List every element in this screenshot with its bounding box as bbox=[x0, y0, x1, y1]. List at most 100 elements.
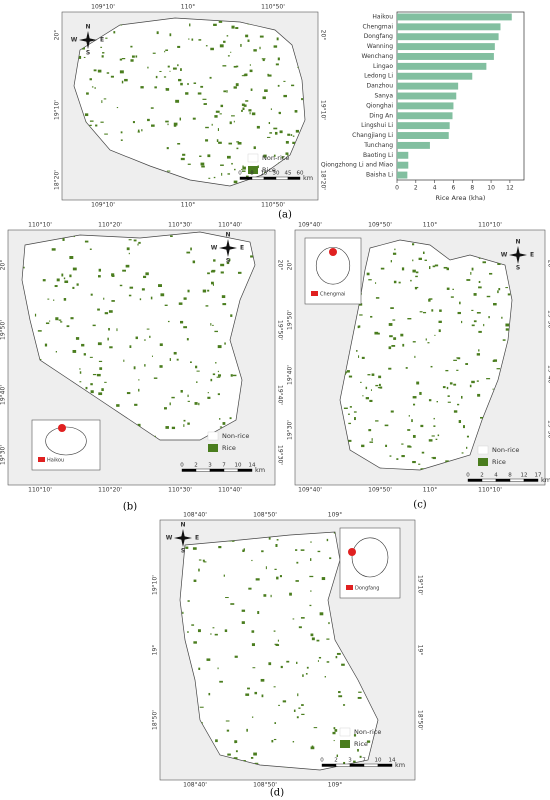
rice-patch bbox=[413, 403, 416, 406]
scale-label: 2 bbox=[334, 758, 338, 764]
rice-patch bbox=[183, 424, 185, 427]
rice-patch bbox=[205, 139, 209, 142]
rice-patch bbox=[447, 395, 450, 397]
rice-patch bbox=[187, 600, 190, 602]
rice-patch bbox=[378, 375, 382, 379]
legend-swatch bbox=[477, 445, 489, 455]
rice-patch bbox=[254, 762, 259, 764]
lon-label: 109°40' bbox=[298, 487, 322, 494]
rice-patch bbox=[392, 319, 396, 321]
rice-patch bbox=[233, 86, 237, 89]
lat-label: 19° bbox=[152, 645, 159, 656]
rice-patch bbox=[215, 739, 218, 743]
rice-patch bbox=[44, 343, 48, 347]
rice-patch bbox=[124, 78, 128, 82]
rice-patch bbox=[81, 47, 85, 50]
rice-patch bbox=[358, 325, 361, 328]
rice-patch bbox=[477, 393, 481, 397]
rice-patch bbox=[277, 57, 280, 61]
rice-patch bbox=[51, 248, 56, 251]
rice-patch bbox=[412, 396, 417, 399]
panel-caption: (d) bbox=[270, 788, 284, 799]
rice-patch bbox=[86, 92, 89, 95]
rice-patch bbox=[377, 332, 380, 335]
rice-patch bbox=[252, 667, 256, 669]
lat-label: 19°50' bbox=[547, 310, 550, 330]
rice-patch bbox=[197, 629, 201, 633]
scale-label: 8 bbox=[250, 171, 254, 177]
rice-patch bbox=[244, 73, 248, 77]
rice-patch bbox=[469, 384, 472, 388]
scale-bar bbox=[509, 478, 525, 482]
rice-patch bbox=[54, 285, 58, 288]
rice-patch bbox=[486, 378, 491, 380]
lon-label: 108°40' bbox=[183, 512, 207, 519]
scale-bar bbox=[287, 176, 301, 180]
rice-patch bbox=[377, 387, 381, 389]
rice-patch bbox=[190, 361, 192, 363]
lon-label: 110°20' bbox=[98, 487, 122, 494]
rice-patch bbox=[60, 321, 63, 323]
rice-patch bbox=[420, 424, 424, 428]
rice-patch bbox=[214, 633, 218, 636]
rice-patch bbox=[434, 334, 436, 336]
rice-patch bbox=[254, 691, 258, 695]
scale-bar bbox=[223, 468, 239, 472]
compass bbox=[174, 536, 192, 540]
rice-patch bbox=[471, 324, 475, 327]
rice-patch bbox=[151, 124, 155, 127]
rice-patch bbox=[230, 603, 235, 605]
lat-label: 18°50' bbox=[417, 710, 424, 730]
rice-patch bbox=[103, 98, 107, 100]
rice-patch bbox=[123, 359, 125, 362]
rice-patch bbox=[64, 280, 69, 284]
rice-patch bbox=[219, 44, 224, 48]
rice-patch bbox=[262, 96, 266, 100]
rice-patch bbox=[70, 317, 74, 320]
rice-patch bbox=[278, 111, 281, 114]
rice-patch bbox=[192, 117, 196, 120]
rice-patch bbox=[93, 69, 97, 72]
rice-patch bbox=[187, 400, 190, 402]
rice-patch bbox=[226, 729, 230, 732]
lat-label: 19°50' bbox=[0, 320, 7, 340]
rice-patch bbox=[89, 356, 93, 358]
rice-patch bbox=[394, 248, 396, 251]
rice-patch bbox=[390, 410, 394, 413]
rice-patch bbox=[241, 75, 246, 77]
rice-patch bbox=[457, 357, 461, 360]
rice-patch bbox=[94, 87, 96, 89]
lon-label: 110°30' bbox=[168, 487, 192, 494]
rice-patch bbox=[338, 695, 343, 698]
rice-patch bbox=[505, 287, 509, 289]
rice-patch bbox=[210, 633, 212, 635]
rice-patch bbox=[292, 141, 295, 145]
rice-patch bbox=[446, 386, 449, 390]
rice-patch bbox=[263, 594, 267, 597]
rice-patch bbox=[195, 365, 198, 369]
compass-letter: E bbox=[530, 252, 534, 259]
scale-bar bbox=[377, 763, 393, 767]
rice-patch bbox=[78, 55, 82, 59]
rice-patch bbox=[180, 389, 183, 393]
rice-patch bbox=[434, 264, 439, 267]
scale-label: 7 bbox=[362, 758, 366, 764]
rice-patch bbox=[492, 360, 495, 362]
rice-patch bbox=[375, 384, 379, 387]
rice-patch bbox=[276, 539, 279, 541]
lat-label: 18°50' bbox=[152, 710, 159, 730]
rice-patch bbox=[317, 550, 321, 553]
rice-patch bbox=[214, 330, 218, 333]
rice-patch bbox=[53, 299, 55, 301]
rice-patch bbox=[84, 240, 89, 243]
compass-letter: S bbox=[181, 548, 185, 555]
rice-patch bbox=[291, 84, 295, 87]
rice-patch bbox=[104, 133, 108, 135]
rice-patch bbox=[138, 388, 140, 392]
rice-patch bbox=[141, 129, 143, 132]
rice-patch bbox=[335, 655, 338, 659]
rice-patch bbox=[192, 547, 197, 550]
lon-label: 109°50' bbox=[368, 487, 392, 494]
rice-patch bbox=[276, 576, 279, 580]
rice-patch bbox=[301, 704, 304, 706]
